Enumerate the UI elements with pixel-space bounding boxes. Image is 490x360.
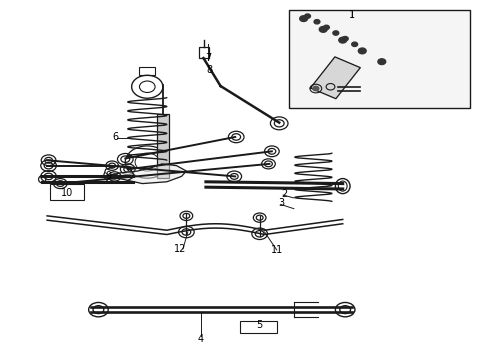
Circle shape [313, 86, 319, 91]
Circle shape [300, 16, 308, 22]
Polygon shape [311, 57, 360, 99]
Text: 2: 2 [281, 189, 287, 199]
Text: 12: 12 [174, 244, 187, 254]
Text: 7: 7 [205, 53, 212, 63]
Circle shape [358, 48, 366, 54]
Bar [289, 10, 470, 108]
Circle shape [319, 27, 327, 32]
Polygon shape [106, 164, 186, 184]
Circle shape [339, 37, 346, 43]
Text: 8: 8 [207, 64, 213, 75]
Text: 3: 3 [279, 198, 285, 208]
Text: 1: 1 [349, 10, 356, 20]
Text: 10: 10 [61, 188, 73, 198]
Circle shape [352, 42, 358, 46]
Text: 6: 6 [113, 132, 119, 142]
Circle shape [378, 59, 386, 64]
Text: 9: 9 [105, 171, 111, 181]
Text: 4: 4 [198, 333, 204, 343]
Bar [157, 114, 169, 178]
Circle shape [333, 31, 339, 35]
Circle shape [343, 36, 348, 41]
Bar [240, 320, 277, 333]
Circle shape [323, 25, 329, 30]
Circle shape [305, 14, 311, 18]
Bar [49, 184, 84, 201]
Circle shape [314, 19, 320, 24]
Bar [198, 46, 209, 58]
Text: 5: 5 [257, 320, 263, 330]
Text: 11: 11 [270, 245, 283, 255]
